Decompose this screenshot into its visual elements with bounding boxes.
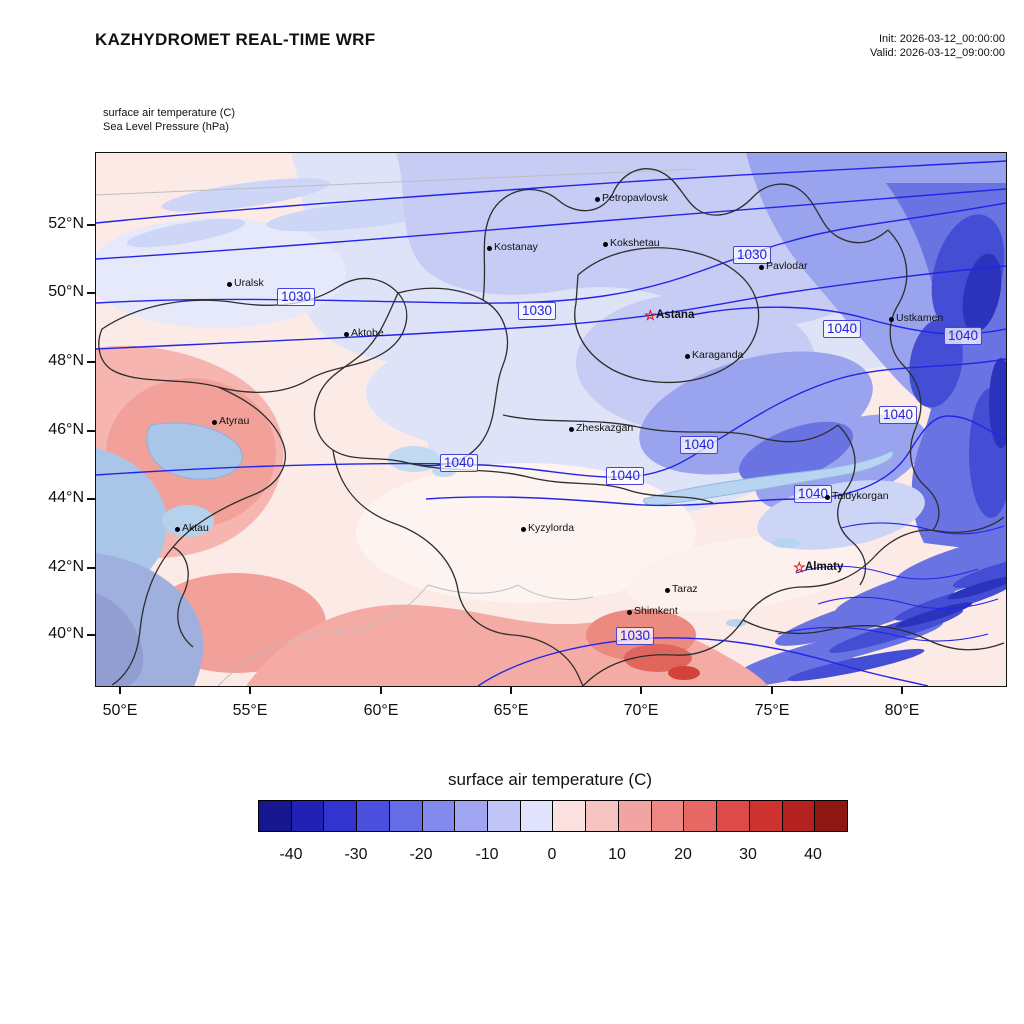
init-time: Init: 2026-03-12_00:00:00 — [879, 33, 1005, 45]
colorbar-swatch — [618, 801, 652, 831]
timestamp-block: Init: 2026-03-12_00:00:00 Valid: 2026-03… — [870, 32, 1005, 60]
valid-time: Valid: 2026-03-12_09:00:00 — [870, 47, 1005, 59]
field-label-temperature: surface air temperature (C) — [103, 107, 236, 119]
y-axis-label: 46°N — [48, 421, 84, 438]
temperature-field — [96, 153, 1006, 686]
y-axis-label: 50°N — [48, 283, 84, 300]
colorbar-swatch — [717, 801, 750, 831]
colorbar-title: surface air temperature (C) — [447, 770, 653, 789]
water-bodies — [96, 422, 894, 686]
colorbar-tick-label: 0 — [547, 846, 557, 863]
colorbar-tick-label: -20 — [409, 846, 433, 863]
y-axis-tick — [87, 430, 95, 432]
colorbar-swatch — [815, 801, 847, 831]
y-axis-tick — [87, 361, 95, 363]
field-labels: surface air temperature (C) Sea Level Pr… — [103, 106, 235, 134]
weather-map-svg — [96, 153, 1006, 686]
x-axis-label: 80°E — [884, 702, 920, 719]
admin-borders — [98, 168, 1005, 686]
map-frame: 1030 1030 1030 1040 1040 1040 1040 1040 1040 1040… — [95, 152, 1007, 687]
y-axis-label: 52°N — [48, 215, 84, 232]
x-axis-tick — [510, 686, 512, 694]
y-axis-tick — [87, 567, 95, 569]
x-axis-label: 50°E — [102, 702, 138, 719]
x-axis-tick — [249, 686, 251, 694]
colorbar-swatch — [586, 801, 619, 831]
colorbar-swatch — [324, 801, 358, 831]
colorbar-swatch — [291, 801, 325, 831]
colorbar-swatch — [357, 801, 390, 831]
colorbar-tick-label: 40 — [804, 846, 822, 863]
x-axis-tick — [771, 686, 773, 694]
field-label-pressure: Sea Level Pressure (hPa) — [103, 121, 229, 133]
y-axis-label: 42°N — [48, 558, 84, 575]
colorbar-tick-label: 30 — [739, 846, 757, 863]
colorbar-swatch — [782, 801, 816, 831]
colorbar-tick-label: 20 — [674, 846, 692, 863]
colorbar-swatch — [389, 801, 423, 831]
colorbar-swatch — [422, 801, 456, 831]
y-axis-label: 48°N — [48, 352, 84, 369]
x-axis-label: 75°E — [754, 702, 790, 719]
x-axis-tick — [380, 686, 382, 694]
colorbar-swatch — [749, 801, 783, 831]
colorbar-swatch — [520, 801, 554, 831]
x-axis-label: 55°E — [232, 702, 268, 719]
x-axis-tick — [640, 686, 642, 694]
x-axis-label: 65°E — [493, 702, 529, 719]
y-axis-tick — [87, 224, 95, 226]
colorbar-tick-label: -30 — [344, 846, 368, 863]
colorbar-tick-label: -10 — [475, 846, 499, 863]
colorbar-swatch — [259, 801, 292, 831]
y-axis-label: 44°N — [48, 489, 84, 506]
x-axis-label: 70°E — [623, 702, 659, 719]
colorbar-tick-label: 10 — [608, 846, 626, 863]
colorbar-swatch — [651, 801, 685, 831]
colorbar-swatch — [684, 801, 718, 831]
colorbar-swatch — [455, 801, 489, 831]
colorbar-tick-label: -40 — [279, 846, 303, 863]
x-axis-tick — [901, 686, 903, 694]
x-axis-tick — [119, 686, 121, 694]
colorbar-swatch — [553, 801, 587, 831]
x-axis-label: 60°E — [363, 702, 399, 719]
y-axis-label: 40°N — [48, 625, 84, 642]
colorbar — [258, 800, 848, 832]
page-title: KAZHYDROMET REAL-TIME WRF — [95, 30, 376, 49]
y-axis-tick — [87, 634, 95, 636]
y-axis-tick — [87, 498, 95, 500]
colorbar-swatch — [488, 801, 521, 831]
y-axis-tick — [87, 292, 95, 294]
